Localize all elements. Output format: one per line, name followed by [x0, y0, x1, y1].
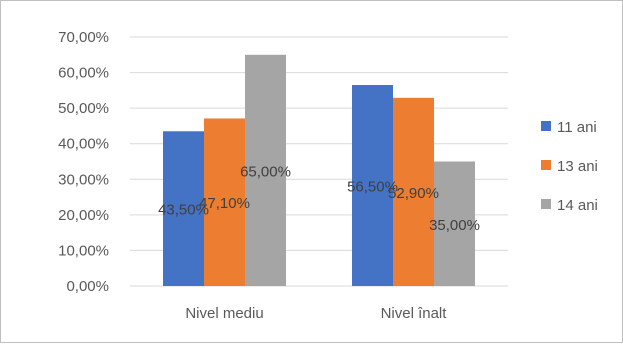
- legend-label: 14 ani: [557, 197, 598, 214]
- data-label: 43,50%: [158, 202, 209, 219]
- data-label: 65,00%: [240, 163, 291, 180]
- x-category-label: Nivel mediu: [185, 305, 263, 322]
- bar: [393, 97, 434, 286]
- bar: [352, 85, 393, 287]
- y-tick-label: 60,00%: [58, 65, 109, 82]
- legend-label: 13 ani: [557, 158, 598, 175]
- data-label: 47,10%: [199, 195, 250, 212]
- bar: [434, 161, 475, 286]
- y-tick-label: 40,00%: [58, 136, 109, 153]
- y-tick-label: 20,00%: [58, 207, 109, 224]
- legend-swatch: [541, 121, 551, 131]
- y-tick-label: 10,00%: [58, 242, 109, 259]
- data-label: 35,00%: [429, 217, 480, 234]
- bar: [245, 54, 286, 287]
- legend-swatch: [541, 160, 551, 170]
- legend-swatch: [541, 199, 551, 209]
- data-label: 56,50%: [347, 179, 398, 196]
- bar: [204, 118, 245, 286]
- y-tick-label: 50,00%: [58, 100, 109, 117]
- y-tick-label: 70,00%: [58, 29, 109, 46]
- y-tick-label: 0,00%: [66, 278, 109, 295]
- x-category-label: Nivel înalt: [381, 305, 448, 322]
- legend-label: 11 ani: [557, 119, 597, 136]
- y-tick-label: 30,00%: [58, 171, 109, 188]
- bar: [163, 131, 204, 286]
- data-label: 52,90%: [388, 185, 439, 202]
